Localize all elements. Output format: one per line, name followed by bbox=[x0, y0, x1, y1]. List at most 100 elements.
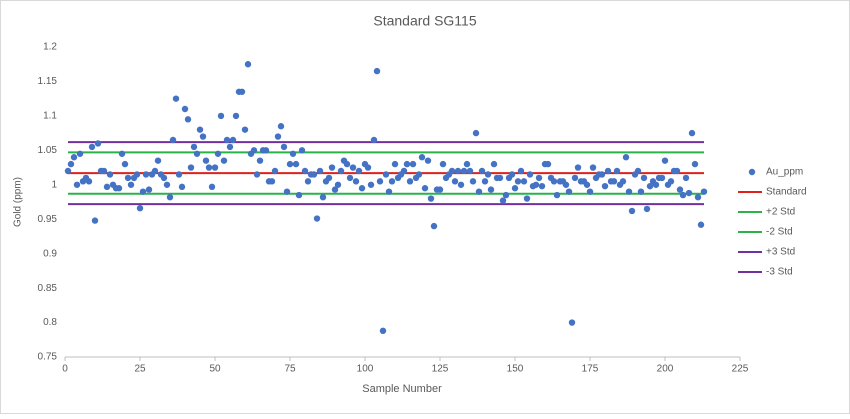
data-point bbox=[181, 105, 189, 113]
legend-label: +3 Std bbox=[766, 247, 795, 258]
legend-label: +2 Std bbox=[766, 207, 795, 218]
data-point bbox=[520, 178, 528, 185]
data-point bbox=[673, 167, 681, 175]
y-tick-label: 0.95 bbox=[38, 214, 58, 225]
data-point bbox=[700, 188, 708, 195]
data-point bbox=[364, 164, 372, 171]
data-point bbox=[298, 147, 306, 154]
data-point bbox=[406, 178, 414, 185]
data-point bbox=[316, 167, 324, 175]
data-point bbox=[568, 319, 576, 326]
data-point bbox=[133, 171, 141, 178]
data-point bbox=[286, 160, 294, 168]
data-point bbox=[355, 167, 363, 175]
data-point bbox=[448, 167, 456, 175]
data-point bbox=[184, 116, 192, 123]
data-point bbox=[454, 167, 462, 175]
data-point bbox=[175, 171, 183, 178]
data-point bbox=[376, 178, 384, 185]
data-point bbox=[352, 178, 360, 185]
x-axis-label: Sample Number bbox=[362, 383, 442, 395]
legend-label: -3 Std bbox=[766, 267, 793, 278]
data-point bbox=[586, 188, 594, 195]
data-point bbox=[211, 164, 219, 171]
data-point bbox=[553, 191, 561, 199]
y-tick-label: 1.1 bbox=[43, 111, 57, 122]
x-tick-label: 100 bbox=[357, 364, 374, 375]
y-axis-label: Gold (ppm) bbox=[13, 177, 24, 227]
data-point bbox=[328, 164, 336, 171]
data-point bbox=[367, 181, 375, 188]
data-point bbox=[319, 193, 327, 201]
data-point bbox=[301, 167, 309, 175]
data-point bbox=[427, 195, 435, 202]
data-point bbox=[283, 188, 291, 195]
data-point bbox=[415, 171, 423, 178]
data-point bbox=[229, 136, 237, 144]
data-point bbox=[238, 88, 246, 95]
data-point bbox=[214, 150, 222, 157]
data-point bbox=[694, 193, 702, 201]
y-tick-label: 0.9 bbox=[43, 248, 57, 259]
data-point bbox=[613, 167, 621, 175]
legend-label: -2 Std bbox=[766, 227, 793, 238]
data-point bbox=[436, 186, 444, 193]
data-point bbox=[646, 182, 654, 190]
data-point bbox=[136, 205, 144, 212]
data-point bbox=[604, 167, 612, 175]
data-point bbox=[643, 205, 651, 213]
data-point bbox=[697, 221, 705, 228]
data-point bbox=[496, 174, 504, 182]
data-point bbox=[295, 191, 303, 199]
data-point bbox=[439, 160, 447, 168]
data-point bbox=[250, 147, 258, 154]
legend-label: Standard bbox=[766, 187, 807, 198]
data-point bbox=[388, 178, 396, 185]
data-point bbox=[622, 154, 630, 161]
data-point bbox=[346, 174, 354, 182]
data-point bbox=[583, 181, 591, 188]
data-point bbox=[331, 186, 339, 193]
data-point bbox=[385, 188, 393, 195]
data-point bbox=[565, 188, 573, 195]
x-tick-label: 125 bbox=[432, 364, 449, 375]
data-point bbox=[169, 136, 177, 144]
data-point bbox=[610, 178, 618, 185]
data-point bbox=[652, 181, 660, 188]
data-point bbox=[262, 147, 270, 154]
data-point bbox=[391, 160, 399, 168]
data-point bbox=[550, 178, 558, 185]
data-point bbox=[334, 181, 342, 188]
data-point bbox=[193, 150, 201, 157]
data-point bbox=[625, 188, 633, 195]
data-point bbox=[637, 188, 645, 195]
data-point bbox=[76, 150, 84, 157]
data-point bbox=[289, 150, 297, 157]
data-point bbox=[67, 160, 75, 168]
data-point bbox=[232, 112, 240, 120]
data-point bbox=[88, 143, 96, 151]
data-point bbox=[73, 181, 81, 188]
data-point bbox=[628, 207, 636, 215]
data-point bbox=[220, 157, 228, 164]
data-point bbox=[457, 181, 465, 188]
data-point bbox=[277, 123, 285, 130]
data-point bbox=[379, 327, 387, 335]
data-point bbox=[343, 160, 351, 168]
data-point bbox=[160, 174, 168, 182]
data-point bbox=[205, 164, 213, 171]
y-tick-label: 1.05 bbox=[38, 145, 58, 156]
data-point bbox=[460, 167, 468, 175]
data-point bbox=[370, 136, 378, 144]
data-point bbox=[304, 178, 312, 185]
data-point bbox=[163, 181, 171, 188]
x-tick-label: 75 bbox=[284, 364, 296, 375]
data-point bbox=[601, 182, 609, 190]
data-point bbox=[202, 157, 210, 164]
data-point bbox=[337, 167, 345, 175]
data-point bbox=[241, 126, 249, 133]
data-point bbox=[172, 95, 180, 102]
data-point bbox=[403, 160, 411, 168]
data-point bbox=[124, 174, 132, 182]
data-point bbox=[466, 167, 474, 175]
